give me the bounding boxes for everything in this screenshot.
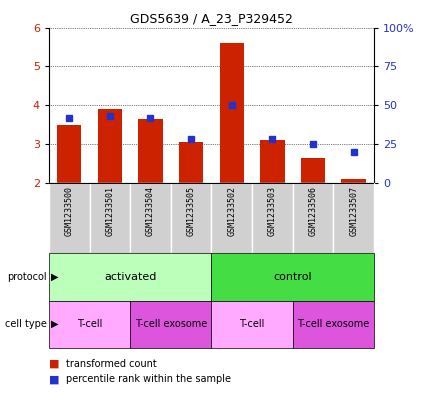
Bar: [57, 125, 81, 183]
Text: activated: activated: [104, 272, 156, 282]
Text: control: control: [273, 272, 312, 282]
Bar: [98, 109, 122, 183]
Text: T-cell: T-cell: [77, 319, 102, 329]
Text: ■: ■: [49, 358, 60, 369]
Bar: [293, 183, 333, 253]
Bar: [138, 119, 163, 183]
Text: GSM1233504: GSM1233504: [146, 186, 155, 236]
Bar: [301, 158, 325, 183]
Text: GSM1233502: GSM1233502: [227, 186, 236, 236]
Bar: [260, 140, 285, 183]
Bar: [341, 179, 366, 183]
Bar: [171, 183, 211, 253]
Bar: [49, 253, 211, 301]
Text: GSM1233500: GSM1233500: [65, 186, 74, 236]
Bar: [130, 301, 211, 348]
Bar: [211, 183, 252, 253]
Text: percentile rank within the sample: percentile rank within the sample: [66, 374, 231, 384]
Text: T-cell exosome: T-cell exosome: [297, 319, 369, 329]
Bar: [130, 183, 171, 253]
Bar: [179, 142, 203, 183]
Bar: [90, 183, 130, 253]
Bar: [49, 183, 90, 253]
Text: protocol: protocol: [7, 272, 47, 282]
Text: cell type: cell type: [5, 319, 47, 329]
Text: T-cell: T-cell: [239, 319, 265, 329]
Text: ■: ■: [49, 374, 60, 384]
Text: GSM1233507: GSM1233507: [349, 186, 358, 236]
Text: GSM1233505: GSM1233505: [187, 186, 196, 236]
Bar: [252, 183, 293, 253]
Bar: [293, 301, 374, 348]
Text: GSM1233503: GSM1233503: [268, 186, 277, 236]
Title: GDS5639 / A_23_P329452: GDS5639 / A_23_P329452: [130, 12, 293, 25]
Bar: [211, 301, 293, 348]
Bar: [49, 301, 130, 348]
Text: transformed count: transformed count: [66, 358, 157, 369]
Text: T-cell exosome: T-cell exosome: [135, 319, 207, 329]
Text: GSM1233501: GSM1233501: [105, 186, 114, 236]
Text: ▶: ▶: [51, 319, 59, 329]
Bar: [211, 253, 374, 301]
Bar: [220, 43, 244, 183]
Text: ▶: ▶: [51, 272, 59, 282]
Text: GSM1233506: GSM1233506: [309, 186, 317, 236]
Bar: [333, 183, 374, 253]
